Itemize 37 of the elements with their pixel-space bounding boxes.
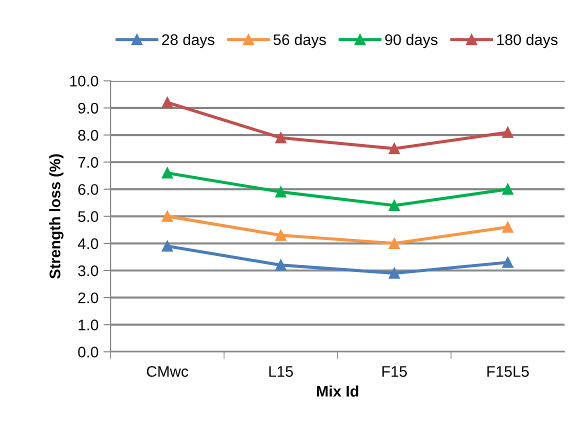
point [275,230,286,241]
y-tick-label: 6.0 [78,184,98,195]
y-tick-label: 8.0 [78,130,98,141]
point [502,222,514,233]
legend-label: 28 days [162,34,214,48]
point [502,126,514,138]
point [162,210,173,222]
y-tick-label: 3.0 [78,265,98,276]
legend-label: 180 days [497,34,558,48]
point [502,256,514,268]
y-tick-label: 5.0 [78,211,98,222]
legend-label: 90 days [385,34,438,48]
x-axis-title: Mix Id [316,385,358,397]
y-tick-label: 9.0 [78,102,98,114]
x-tick-label: F15 [382,366,407,377]
point [388,268,400,279]
x-tick-label: F15L5 [487,366,529,377]
legend-label: 56 days [274,34,326,48]
point [502,184,514,195]
point [275,132,286,144]
point [162,240,173,252]
y-tick-label: 10.0 [70,76,98,87]
point [388,143,400,154]
point [388,200,400,212]
point [275,186,286,198]
point [275,260,286,271]
y-tick-label: 4.0 [78,238,98,250]
x-tick-label: L15 [269,366,293,377]
point [388,238,400,249]
point [162,96,173,108]
y-tick-label: 2.0 [78,292,98,304]
y-tick-label: 1.0 [78,320,98,330]
y-axis-title: Strength loss (%) [49,154,64,279]
point [162,167,173,179]
y-tick-label: 0.0 [78,346,98,358]
y-tick-label: 7.0 [78,156,98,168]
x-tick-label: CMwc [146,366,188,377]
